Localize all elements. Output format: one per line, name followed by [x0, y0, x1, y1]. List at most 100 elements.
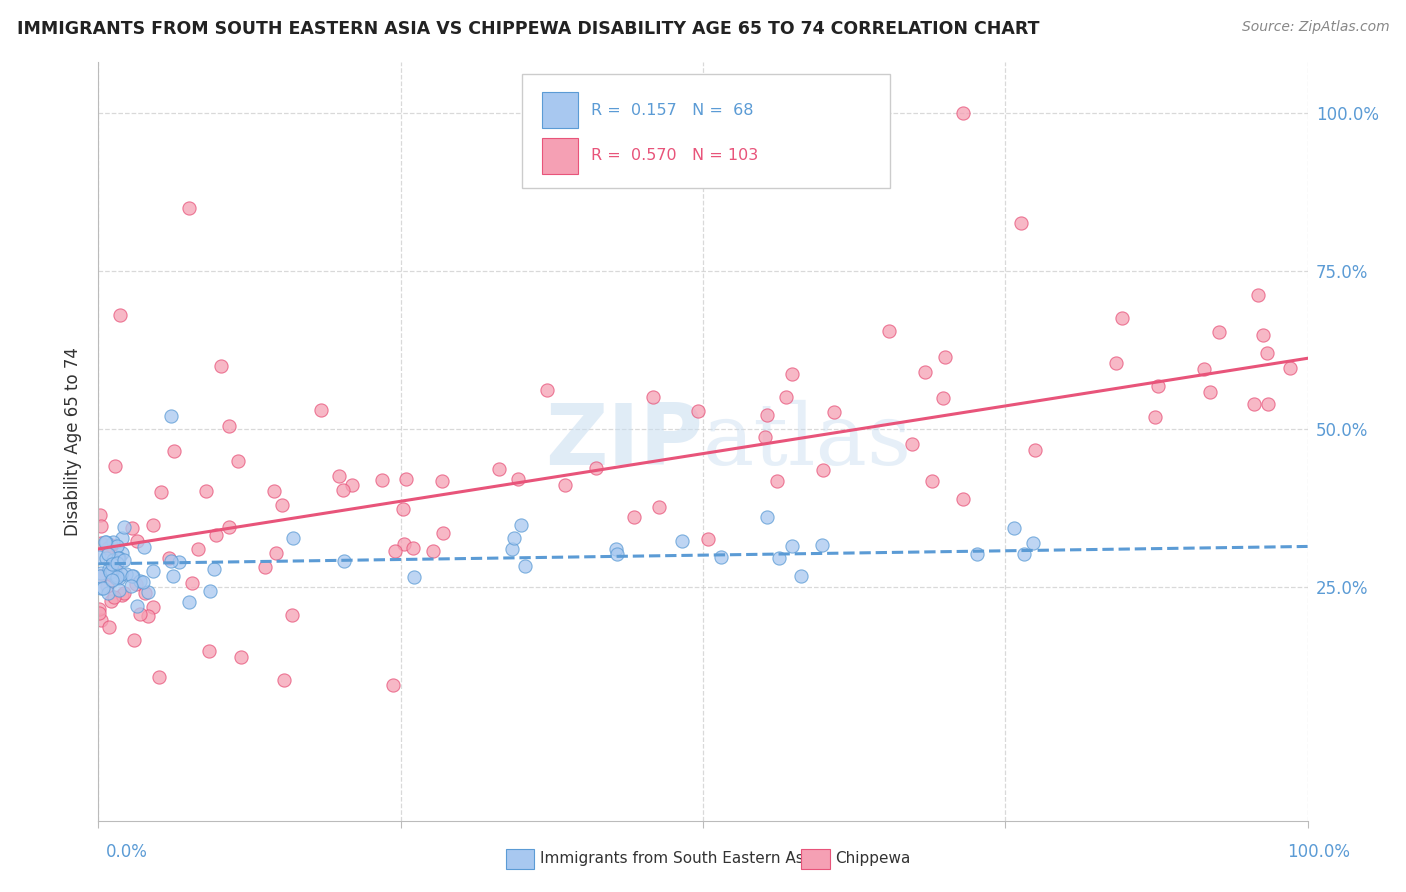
- Point: [952, 492, 974, 507]
- Point: [371, 473, 394, 487]
- Point: [901, 437, 924, 451]
- Text: ZIP: ZIP: [546, 400, 703, 483]
- Point: [105, 570, 128, 584]
- Point: [104, 561, 127, 575]
- Point: [205, 527, 228, 541]
- Point: [952, 106, 974, 120]
- Point: [273, 673, 295, 687]
- Point: [754, 430, 776, 444]
- Point: [1111, 311, 1133, 326]
- Point: [340, 478, 363, 492]
- Point: [94, 535, 117, 549]
- Point: [202, 562, 225, 576]
- Point: [107, 539, 129, 553]
- Point: [253, 559, 276, 574]
- Point: [1199, 385, 1222, 400]
- Point: [103, 591, 125, 605]
- Point: [101, 564, 124, 578]
- Point: [877, 325, 900, 339]
- Point: [333, 554, 356, 568]
- Point: [112, 552, 135, 566]
- Point: [162, 569, 184, 583]
- Point: [104, 570, 127, 584]
- Point: [921, 474, 943, 488]
- Point: [432, 526, 454, 541]
- Point: [94, 534, 117, 549]
- Point: [1253, 327, 1275, 342]
- Point: [129, 574, 152, 588]
- Text: atlas: atlas: [703, 400, 912, 483]
- Point: [110, 567, 132, 582]
- Point: [1105, 356, 1128, 370]
- Point: [111, 531, 134, 545]
- Point: [623, 509, 645, 524]
- Point: [101, 535, 124, 549]
- Point: [755, 510, 778, 524]
- Text: 100.0%: 100.0%: [1286, 843, 1350, 861]
- Point: [115, 566, 138, 581]
- Point: [932, 391, 955, 405]
- Point: [187, 542, 209, 557]
- Point: [585, 460, 607, 475]
- Point: [710, 549, 733, 564]
- Point: [1002, 520, 1025, 534]
- Point: [101, 568, 124, 582]
- Point: [197, 644, 219, 658]
- Point: [91, 582, 114, 596]
- Point: [148, 669, 170, 683]
- Point: [671, 533, 693, 548]
- Point: [160, 554, 183, 568]
- Point: [108, 583, 131, 598]
- Point: [112, 520, 135, 534]
- Point: [127, 534, 149, 549]
- Point: [105, 556, 128, 570]
- Point: [97, 562, 120, 576]
- Point: [696, 533, 718, 547]
- Point: [1247, 288, 1270, 302]
- Point: [218, 418, 240, 433]
- Point: [1278, 360, 1301, 375]
- Point: [98, 619, 121, 633]
- Point: [162, 444, 184, 458]
- Point: [160, 409, 183, 424]
- Point: [124, 633, 146, 648]
- Point: [1010, 216, 1032, 230]
- Point: [209, 359, 232, 373]
- Point: [177, 595, 200, 609]
- Point: [90, 581, 112, 595]
- Point: [264, 545, 287, 559]
- Point: [392, 502, 415, 516]
- Point: [112, 586, 135, 600]
- Point: [218, 520, 240, 534]
- Point: [110, 308, 132, 322]
- Point: [231, 649, 253, 664]
- Point: [641, 390, 664, 404]
- Point: [775, 390, 797, 404]
- Point: [768, 550, 790, 565]
- Point: [648, 500, 671, 515]
- Point: [1143, 410, 1166, 425]
- Point: [150, 485, 173, 500]
- Point: [96, 551, 118, 566]
- Point: [506, 472, 529, 486]
- Point: [128, 607, 150, 621]
- Point: [121, 568, 143, 582]
- Point: [87, 602, 110, 616]
- Point: [823, 405, 845, 419]
- Point: [111, 588, 134, 602]
- Point: [103, 459, 125, 474]
- Point: [131, 575, 153, 590]
- Point: [111, 546, 134, 560]
- Text: IMMIGRANTS FROM SOUTH EASTERN ASIA VS CHIPPEWA DISABILITY AGE 65 TO 74 CORRELATI: IMMIGRANTS FROM SOUTH EASTERN ASIA VS CH…: [17, 20, 1039, 37]
- Point: [127, 599, 149, 613]
- Point: [87, 606, 110, 620]
- Point: [124, 576, 146, 591]
- Point: [100, 573, 122, 587]
- Point: [1024, 443, 1046, 458]
- Point: [1022, 536, 1045, 550]
- Y-axis label: Disability Age 65 to 74: Disability Age 65 to 74: [65, 347, 83, 536]
- Point: [513, 559, 536, 574]
- Point: [384, 543, 406, 558]
- Text: Chippewa: Chippewa: [835, 852, 911, 866]
- FancyBboxPatch shape: [543, 137, 578, 174]
